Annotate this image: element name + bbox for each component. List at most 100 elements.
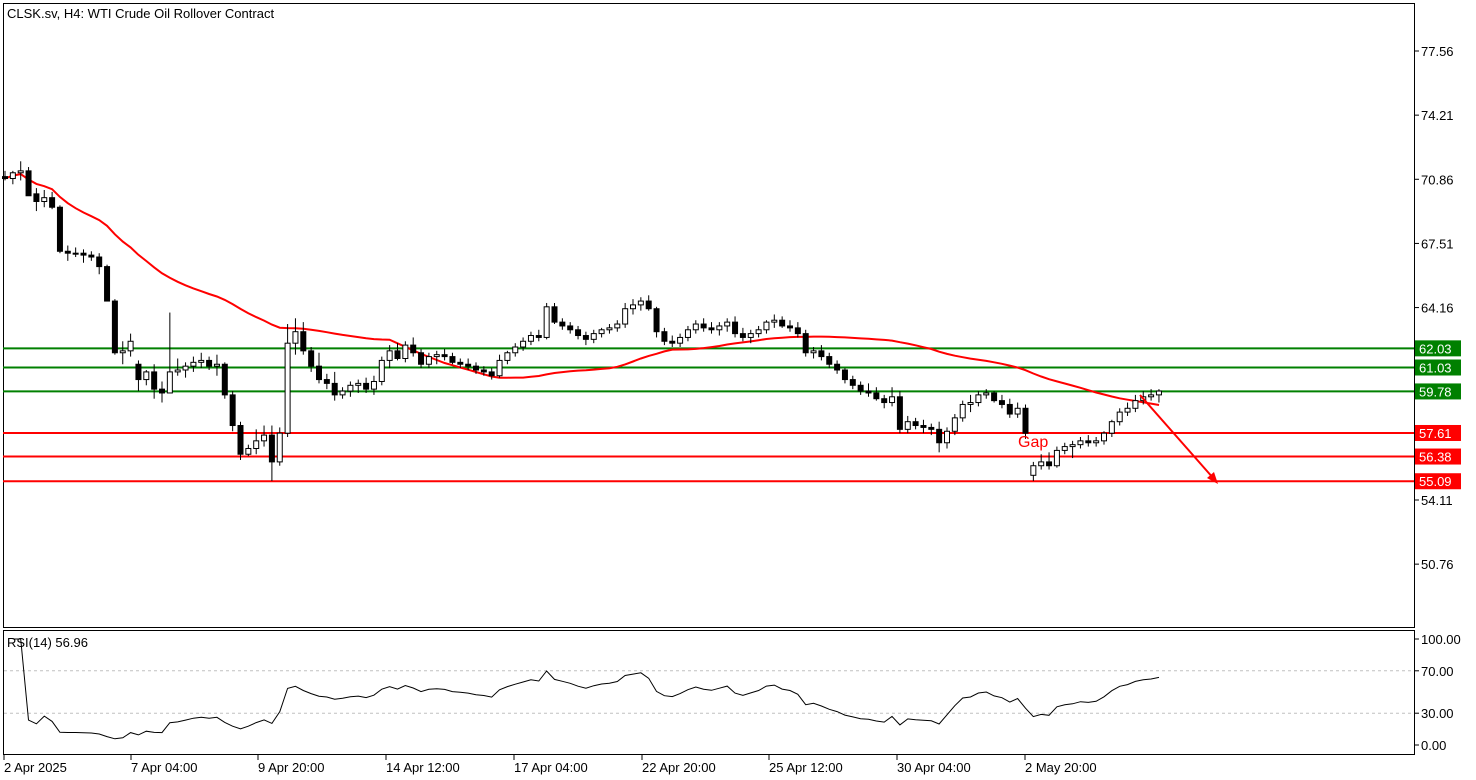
candle-body: [912, 421, 919, 427]
candle-body: [473, 365, 479, 371]
candle-body: [606, 327, 613, 331]
candle-body: [1085, 440, 1092, 444]
candle-body: [1038, 461, 1045, 467]
candle-body: [355, 382, 362, 386]
candle-body: [818, 350, 825, 358]
level-label-box: [1415, 424, 1461, 441]
candle-body: [559, 321, 566, 327]
candle-body: [747, 333, 754, 338]
candle-body: [229, 394, 236, 427]
candle-body: [378, 359, 385, 382]
candle-body: [1053, 449, 1060, 467]
candle-body: [284, 342, 291, 434]
candle-body: [755, 329, 762, 335]
candle-body: [17, 170, 24, 174]
candle-body: [64, 250, 71, 254]
time-tick-label: 2 May 20:00: [1025, 760, 1097, 775]
candle-body: [889, 396, 896, 404]
candle-body: [598, 329, 605, 335]
rsi-tick-label: 30.00: [1421, 706, 1454, 721]
level-label-box: [1415, 359, 1461, 376]
level-label: 59.78: [1419, 384, 1452, 399]
candle-body: [2, 176, 8, 180]
candle-body: [339, 390, 346, 396]
candle-body: [276, 432, 283, 463]
candle-body: [151, 371, 158, 390]
candle-body: [449, 356, 456, 363]
candle-body: [441, 354, 448, 358]
candle-body: [826, 356, 833, 365]
candle-body: [849, 379, 856, 386]
candle-body: [732, 321, 739, 335]
candle-body: [810, 350, 817, 354]
candle-body: [316, 365, 322, 381]
candle-body: [49, 197, 56, 208]
candle-body: [575, 329, 582, 337]
chart-title: CLSK.sv, H4: WTI Crude Oil Rollover Cont…: [7, 6, 274, 21]
candle-body: [33, 193, 40, 202]
candle-body: [182, 365, 189, 371]
price-tick-label: 54.11: [1421, 493, 1453, 508]
candle-body: [206, 359, 213, 367]
projection-arrow-line: [1139, 394, 1215, 480]
candle-body: [551, 306, 558, 323]
candle-body: [166, 371, 173, 394]
candle-body: [983, 392, 990, 396]
candle-body: [951, 417, 958, 432]
candle-body: [865, 390, 872, 394]
candle-body: [590, 333, 597, 340]
candle-body: [512, 346, 519, 354]
candle-body: [1093, 440, 1100, 444]
candle-body: [739, 333, 746, 338]
time-tick-label: 17 Apr 04:00: [514, 760, 588, 775]
candle-body: [261, 434, 268, 442]
candle-body: [567, 325, 574, 331]
level-label-box: [1415, 340, 1461, 357]
candle-body: [111, 300, 118, 354]
time-tick-label: 9 Apr 20:00: [258, 760, 325, 775]
candle-body: [245, 447, 252, 455]
candle-body: [928, 426, 935, 430]
candle-body: [1014, 407, 1021, 415]
candle-body: [896, 396, 903, 430]
rsi-label: RSI(14) 56.96: [7, 635, 88, 650]
candle-body: [959, 403, 966, 419]
rsi-pane-frame: [3, 630, 1415, 755]
time-tick-label: 25 Apr 12:00: [769, 760, 843, 775]
candle-body: [80, 252, 87, 256]
candle-body: [9, 172, 16, 180]
candle-body: [433, 354, 440, 358]
candle-body: [1148, 394, 1155, 398]
candle-body: [1101, 432, 1107, 442]
time-tick-label: 30 Apr 04:00: [897, 760, 971, 775]
candle-body: [622, 308, 629, 325]
gap-annotation: Gap: [1018, 434, 1048, 451]
candle-body: [135, 363, 142, 381]
candle-body: [873, 392, 880, 400]
moving-average-line: [4, 173, 1160, 406]
level-label: 56.38: [1419, 450, 1452, 465]
candle-body: [363, 382, 370, 390]
candle-body: [967, 402, 974, 405]
candle-body: [724, 321, 731, 327]
candle-body: [221, 363, 228, 396]
candle-body: [716, 325, 723, 331]
rsi-tick-label: 70.00: [1421, 664, 1454, 679]
candle-body: [771, 319, 778, 323]
price-tick-label: 70.86: [1421, 172, 1454, 187]
candle-body: [637, 300, 644, 306]
main-pane-frame: [3, 3, 1415, 628]
candle-body: [323, 379, 330, 384]
candle-body: [331, 382, 338, 396]
candle-body: [174, 369, 181, 373]
candle-body: [496, 359, 503, 377]
candle-body: [418, 352, 425, 365]
rsi-line: [12, 638, 1160, 740]
candle-body: [253, 440, 260, 449]
candle-body: [520, 340, 527, 348]
candle-body: [998, 400, 1005, 405]
rsi-tick-label: 100.00: [1421, 632, 1461, 647]
candle-body: [25, 170, 32, 197]
price-tick-label: 50.76: [1421, 557, 1454, 572]
